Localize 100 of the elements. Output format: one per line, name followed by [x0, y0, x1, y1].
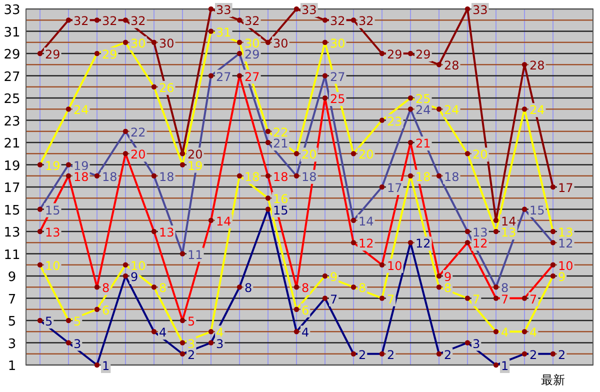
data-label: 31 — [216, 25, 232, 40]
point — [436, 62, 442, 68]
data-label: 20 — [188, 148, 203, 162]
data-label: 7 — [387, 292, 395, 306]
data-label: 8 — [444, 281, 452, 296]
data-label: 32 — [330, 14, 346, 28]
data-label: 8 — [501, 281, 509, 296]
point — [294, 6, 300, 12]
data-label: 15 — [273, 203, 288, 218]
data-label: 24 — [530, 103, 545, 118]
data-label: 9 — [558, 270, 566, 284]
data-label: 12 — [358, 236, 374, 251]
point — [236, 18, 242, 23]
data-label: 4 — [302, 326, 310, 340]
y-tick-label: 29 — [4, 48, 20, 62]
data-label: 24 — [444, 103, 460, 118]
data-label: 2 — [444, 348, 452, 362]
data-label: 22 — [273, 125, 288, 140]
data-label: 9 — [130, 270, 138, 284]
data-label: 16 — [273, 192, 288, 206]
point — [493, 218, 499, 223]
data-label: 18 — [102, 170, 118, 184]
data-label: 3 — [472, 336, 480, 351]
data-label: 27 — [244, 70, 260, 84]
data-label: 32 — [102, 14, 118, 28]
data-label: 21 — [416, 136, 431, 150]
data-label: 2 — [387, 348, 395, 362]
x-tick-label: 最新 — [541, 373, 565, 387]
data-label: 29 — [45, 48, 60, 62]
data-label: 15 — [45, 203, 60, 218]
data-label: 6 — [102, 303, 110, 318]
y-tick-label: 1 — [8, 359, 16, 374]
point — [66, 18, 72, 23]
data-label: 25 — [416, 92, 431, 106]
data-label: 13 — [45, 226, 60, 240]
data-label: 12 — [472, 236, 488, 251]
data-label: 17 — [558, 181, 574, 195]
y-tick-label: 9 — [8, 270, 16, 285]
point — [37, 50, 43, 56]
data-label: 10 — [387, 258, 402, 273]
y-tick-label: 19 — [4, 158, 20, 174]
data-label: 32 — [358, 14, 374, 28]
data-label: 12 — [416, 236, 431, 251]
data-label: 5 — [74, 314, 82, 328]
data-label: 28 — [444, 58, 460, 73]
data-label: 2 — [558, 348, 566, 362]
data-label: 4 — [159, 326, 167, 340]
data-label: 1 — [501, 359, 509, 373]
data-label: 32 — [244, 14, 260, 28]
data-label: 10 — [558, 258, 574, 273]
data-label: 3 — [216, 336, 224, 351]
data-label: 24 — [74, 103, 89, 118]
data-label: 20 — [130, 148, 146, 162]
data-label: 33 — [472, 3, 488, 17]
data-label: 14 — [216, 214, 232, 228]
data-label: 8 — [302, 281, 310, 296]
data-label: 10 — [45, 258, 60, 273]
data-label: 2 — [530, 348, 538, 362]
data-label: 21 — [273, 136, 288, 150]
y-tick-label: 15 — [4, 203, 20, 218]
data-label: 18 — [244, 170, 260, 184]
data-label: 3 — [188, 336, 196, 351]
point — [464, 6, 470, 12]
data-label: 12 — [558, 236, 574, 251]
data-label: 7 — [501, 292, 509, 306]
y-tick-label: 33 — [4, 3, 20, 18]
data-label: 33 — [302, 3, 317, 17]
data-label: 3 — [74, 336, 82, 351]
data-label: 7 — [330, 292, 338, 306]
data-label: 18 — [416, 170, 431, 184]
data-label: 19 — [45, 158, 60, 173]
data-label: 33 — [216, 3, 232, 17]
data-label: 5 — [45, 314, 53, 328]
data-label: 13 — [558, 226, 574, 240]
data-label: 9 — [444, 270, 452, 284]
point — [151, 40, 157, 45]
data-label: 5 — [188, 314, 196, 328]
y-tick-label: 31 — [4, 25, 20, 40]
data-label: 30 — [273, 36, 288, 50]
data-label: 4 — [501, 326, 509, 340]
data-label: 13 — [501, 226, 516, 240]
point — [265, 40, 271, 45]
y-tick-label: 3 — [8, 336, 16, 352]
point — [522, 62, 528, 68]
data-label: 30 — [159, 36, 174, 50]
data-label: 32 — [74, 14, 89, 28]
data-label: 19 — [188, 158, 203, 173]
y-tick-label: 7 — [8, 292, 16, 308]
data-label: 10 — [130, 258, 146, 273]
data-label: 28 — [530, 58, 545, 73]
data-label: 24 — [416, 103, 431, 118]
point — [550, 184, 556, 190]
point — [350, 18, 356, 23]
data-label: 13 — [472, 226, 488, 240]
data-label: 29 — [102, 48, 118, 62]
point — [208, 6, 214, 12]
y-tick-label: 25 — [4, 92, 20, 107]
point — [408, 50, 414, 56]
data-label: 15 — [530, 203, 545, 218]
point — [122, 18, 128, 23]
